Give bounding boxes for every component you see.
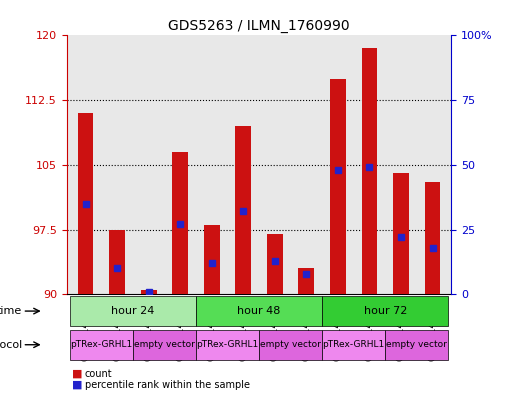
Text: pTRex-GRHL1: pTRex-GRHL1 (323, 340, 385, 349)
Text: empty vector: empty vector (386, 340, 447, 349)
FancyBboxPatch shape (322, 296, 448, 326)
FancyBboxPatch shape (70, 296, 196, 326)
Bar (362, 48, 378, 294)
Bar (330, 79, 346, 294)
Text: empty vector: empty vector (260, 340, 321, 349)
Text: protocol: protocol (0, 340, 23, 350)
FancyBboxPatch shape (259, 330, 322, 360)
Text: hour 72: hour 72 (364, 306, 407, 316)
Bar (393, 173, 409, 294)
Text: hour 48: hour 48 (238, 306, 281, 316)
FancyBboxPatch shape (133, 330, 196, 360)
Text: percentile rank within the sample: percentile rank within the sample (85, 380, 250, 390)
FancyBboxPatch shape (322, 330, 385, 360)
FancyBboxPatch shape (385, 330, 448, 360)
Bar (267, 234, 283, 294)
Text: ■: ■ (72, 380, 82, 390)
FancyBboxPatch shape (196, 330, 259, 360)
Text: ■: ■ (72, 369, 82, 379)
Text: pTRex-GRHL1: pTRex-GRHL1 (196, 340, 259, 349)
Bar (425, 182, 440, 294)
Bar (78, 113, 93, 294)
Bar (109, 230, 125, 294)
Bar (141, 290, 156, 294)
Text: count: count (85, 369, 112, 379)
Bar (299, 268, 314, 294)
Bar (204, 225, 220, 294)
Text: time: time (0, 306, 23, 316)
Title: GDS5263 / ILMN_1760990: GDS5263 / ILMN_1760990 (168, 19, 350, 33)
Text: pTRex-GRHL1: pTRex-GRHL1 (70, 340, 132, 349)
Bar (172, 152, 188, 294)
FancyBboxPatch shape (70, 330, 133, 360)
Bar (235, 126, 251, 294)
Text: hour 24: hour 24 (111, 306, 154, 316)
FancyBboxPatch shape (196, 296, 322, 326)
Text: empty vector: empty vector (134, 340, 195, 349)
